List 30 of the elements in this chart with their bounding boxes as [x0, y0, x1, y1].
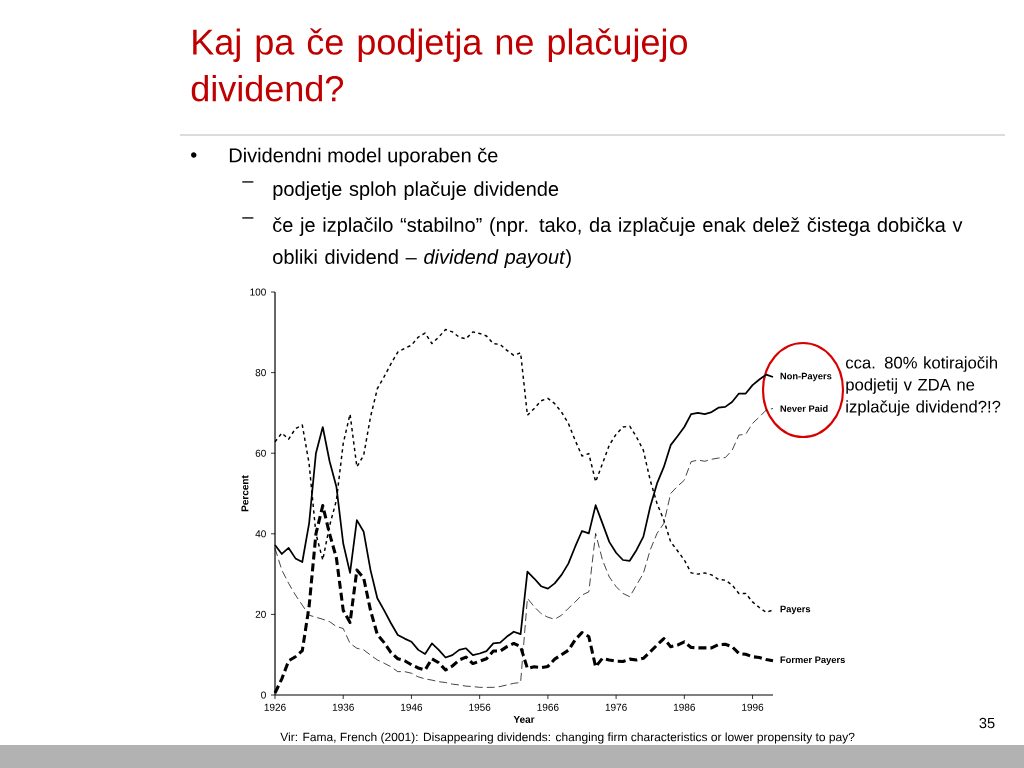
y-tick-label: 0	[261, 691, 266, 699]
y-tick-label: 20	[255, 610, 266, 618]
text: podjetje sploh plačuje dividende	[273, 181, 559, 200]
text: 35	[979, 717, 995, 729]
chart-title: Kaj pa če podjetja ne plačujejo dividend?	[191, 28, 687, 102]
series-label: Former Payers	[780, 656, 845, 665]
text: –	[242, 217, 254, 219]
y-tick-label: 100	[250, 288, 266, 296]
text: Vir: Fama, French (2001): Disappearing dividends: changing firm characteristics or lower propensity to pay?	[280, 732, 855, 744]
text: –	[242, 181, 254, 183]
text: cca. 80% kotirajočih podjetij v ZDA ne izplačuje dividend?!?	[845, 356, 1001, 416]
y-tick-label: 60	[255, 449, 266, 457]
x-tick-label: 1966	[537, 703, 559, 711]
x-axis-title: Year	[513, 715, 535, 723]
y-tick-label: 40	[255, 530, 266, 538]
x-tick-label: 1936	[332, 703, 354, 711]
series-label: Never Paid	[780, 405, 828, 412]
text: Dividendni model uporaben če	[229, 147, 498, 167]
x-tick-label: 1946	[401, 703, 423, 711]
x-tick-label: 1956	[469, 703, 491, 711]
y-axis-title: Percent	[241, 475, 249, 512]
series-label: Payers	[780, 605, 811, 615]
text: če je izplačilo “stabilno” (npr. tako, da izplačuje enak delež čistega dobička v obliki dividend – dividend payout)	[273, 217, 963, 268]
x-tick-label: 1926	[264, 703, 286, 711]
x-tick-label: 1986	[673, 703, 695, 711]
x-tick-label: 1976	[605, 703, 627, 711]
text: •	[191, 152, 197, 158]
x-tick-label: 1996	[742, 703, 764, 711]
series-label: Non-Payers	[780, 372, 832, 382]
y-tick-label: 80	[255, 369, 266, 377]
